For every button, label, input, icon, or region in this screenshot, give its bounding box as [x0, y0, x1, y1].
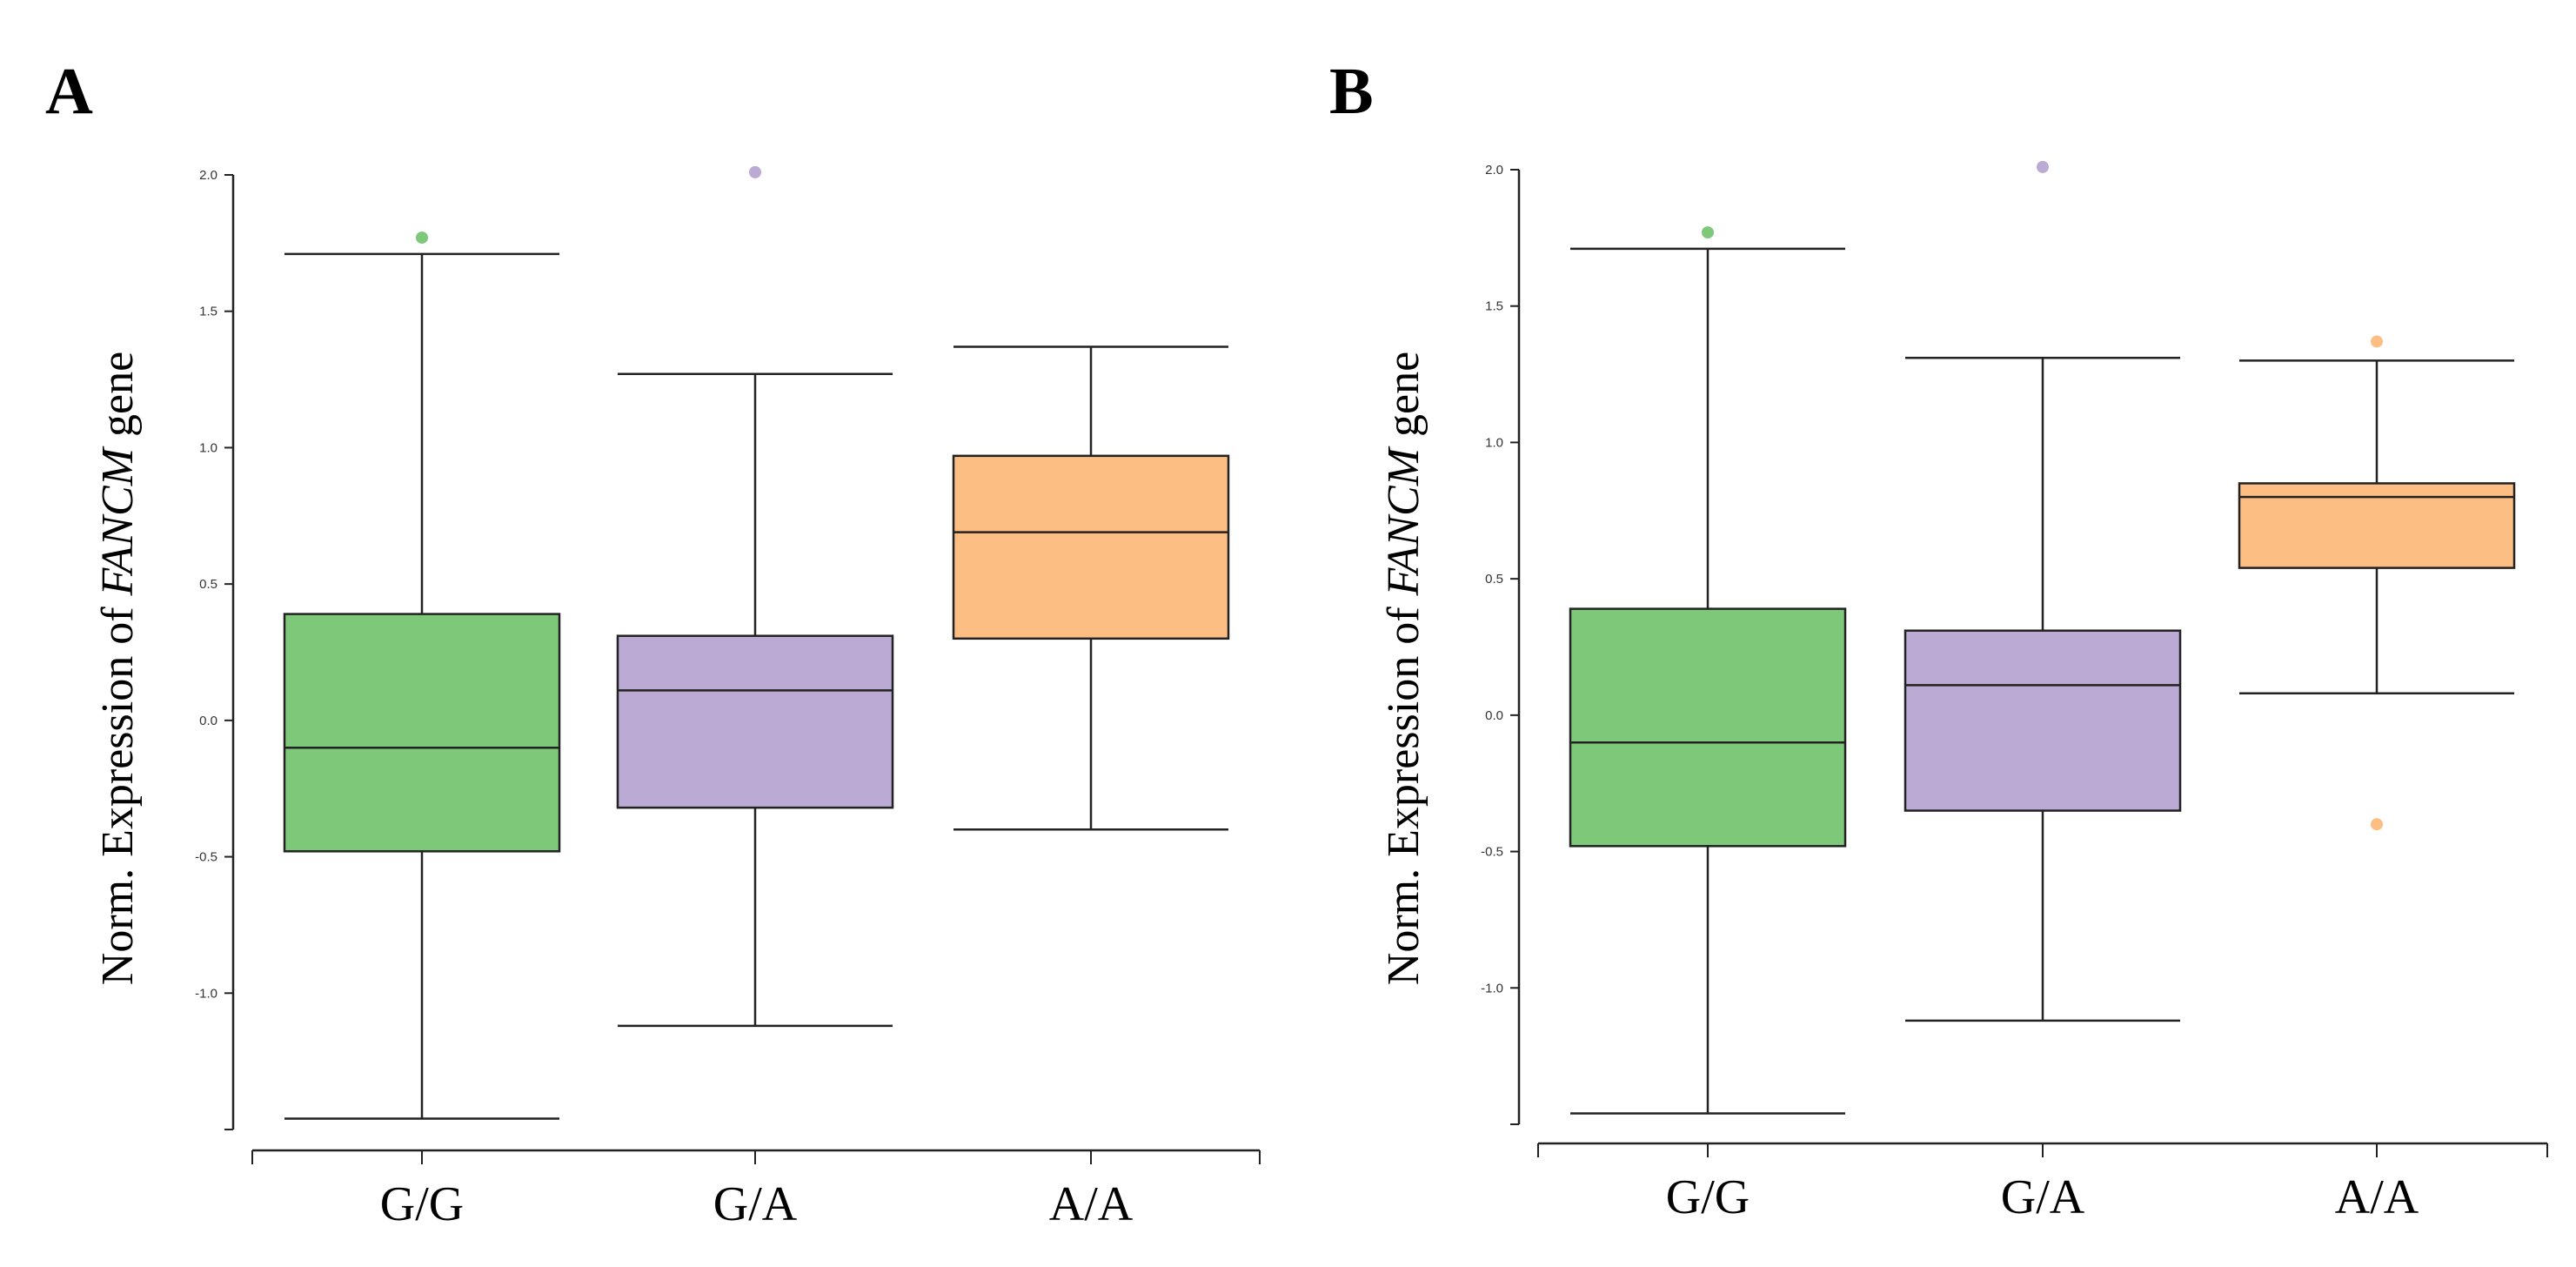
y-tick-label: -0.5	[195, 850, 217, 865]
panel-letter: B	[1329, 55, 1374, 128]
box-g-g	[283, 231, 561, 1120]
box-g-a	[616, 165, 894, 1028]
y-axis-label: Norm. Expression of FANCM gene	[93, 352, 143, 985]
panel-b: B Norm. Expression of FANCM gene 2.0 1.5 1…	[1329, 55, 2548, 1224]
iqr-box	[1904, 629, 2182, 812]
box-g-g	[1569, 226, 1847, 1115]
x-tick-label: G/G	[380, 1177, 464, 1231]
x-tick-label: A/A	[2335, 1170, 2419, 1224]
iqr-box	[952, 454, 1230, 640]
y-tick-label: -1.0	[195, 986, 217, 1001]
iqr-box	[616, 634, 894, 809]
box-g-a	[1904, 160, 2182, 1022]
panel-letter: A	[45, 55, 93, 128]
box-a-a	[952, 345, 1230, 831]
box-a-a	[2238, 335, 2516, 831]
y-tick-label: 2.0	[199, 168, 217, 183]
y-tick-label: 1.5	[199, 305, 217, 319]
y-tick-label: 1.0	[199, 440, 217, 455]
y-tick-label: 0.0	[1485, 708, 1503, 723]
panel-a: A Norm. Expression of FANCM gene 2.0 1.5 1…	[45, 55, 1261, 1231]
iqr-box	[1569, 607, 1847, 848]
outlier-point	[2371, 818, 2383, 831]
y-tick-label: 0.0	[199, 714, 217, 728]
y-tick-label: 1.0	[1485, 435, 1503, 450]
x-tick-label: G/A	[713, 1177, 798, 1231]
y-tick-label: 2.0	[1485, 163, 1503, 178]
x-tick-label: A/A	[1049, 1177, 1134, 1231]
y-tick-label: 0.5	[1485, 572, 1503, 587]
outlier-point	[2037, 160, 2049, 173]
outlier-point	[1702, 226, 1714, 239]
outlier-point	[416, 231, 428, 245]
y-tick-label: 0.5	[199, 577, 217, 592]
y-axis-label: Norm. Expression of FANCM gene	[1379, 352, 1429, 985]
y-tick-label: -0.5	[1481, 845, 1503, 860]
x-tick-label: G/G	[1666, 1170, 1750, 1224]
iqr-box	[283, 613, 561, 853]
outlier-point	[2371, 335, 2383, 348]
x-tick-label: G/A	[2001, 1170, 2085, 1224]
y-tick-label: -1.0	[1481, 981, 1503, 996]
y-tick-label: 1.5	[1485, 299, 1503, 314]
outlier-point	[749, 165, 761, 178]
